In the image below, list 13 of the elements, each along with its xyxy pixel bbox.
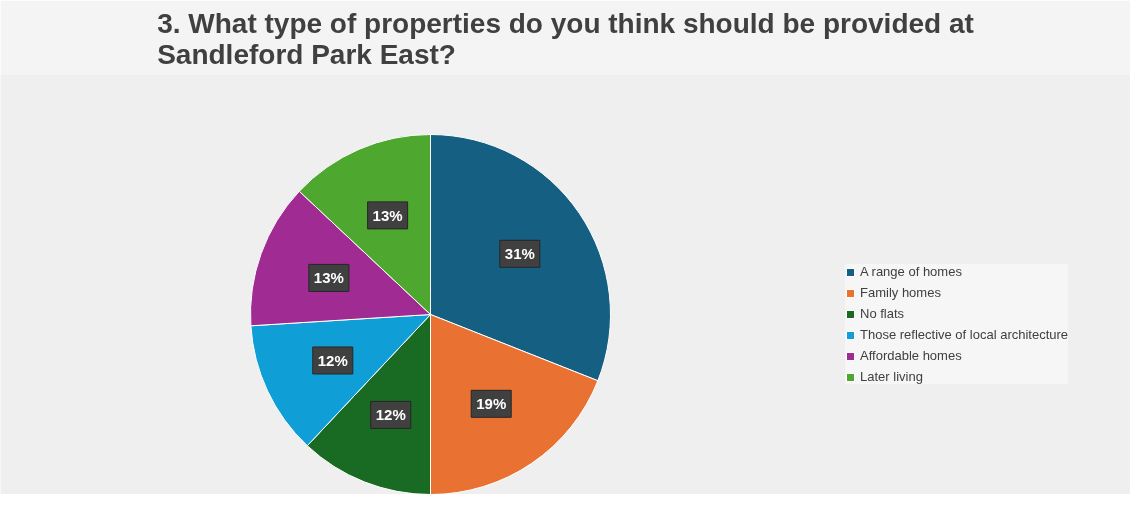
data-label: 13%	[313, 269, 344, 287]
data-label: 19%	[476, 395, 507, 413]
data-label: 12%	[375, 406, 406, 424]
legend-label: Family homes	[860, 285, 941, 300]
legend-label: A range of homes	[860, 264, 962, 279]
legend-label: Those reflective of local architecture	[860, 327, 1069, 342]
data-label: 13%	[372, 206, 403, 224]
data-label: 31%	[504, 245, 535, 263]
legend-label: Affordable homes	[860, 348, 962, 363]
legend-label: Later living	[860, 369, 923, 384]
data-label: 12%	[317, 351, 348, 369]
chart-title: 3. What type of properties do you think should be provided at Sandleford Park East?	[157, 7, 974, 70]
legend-label: No flats	[860, 306, 905, 321]
